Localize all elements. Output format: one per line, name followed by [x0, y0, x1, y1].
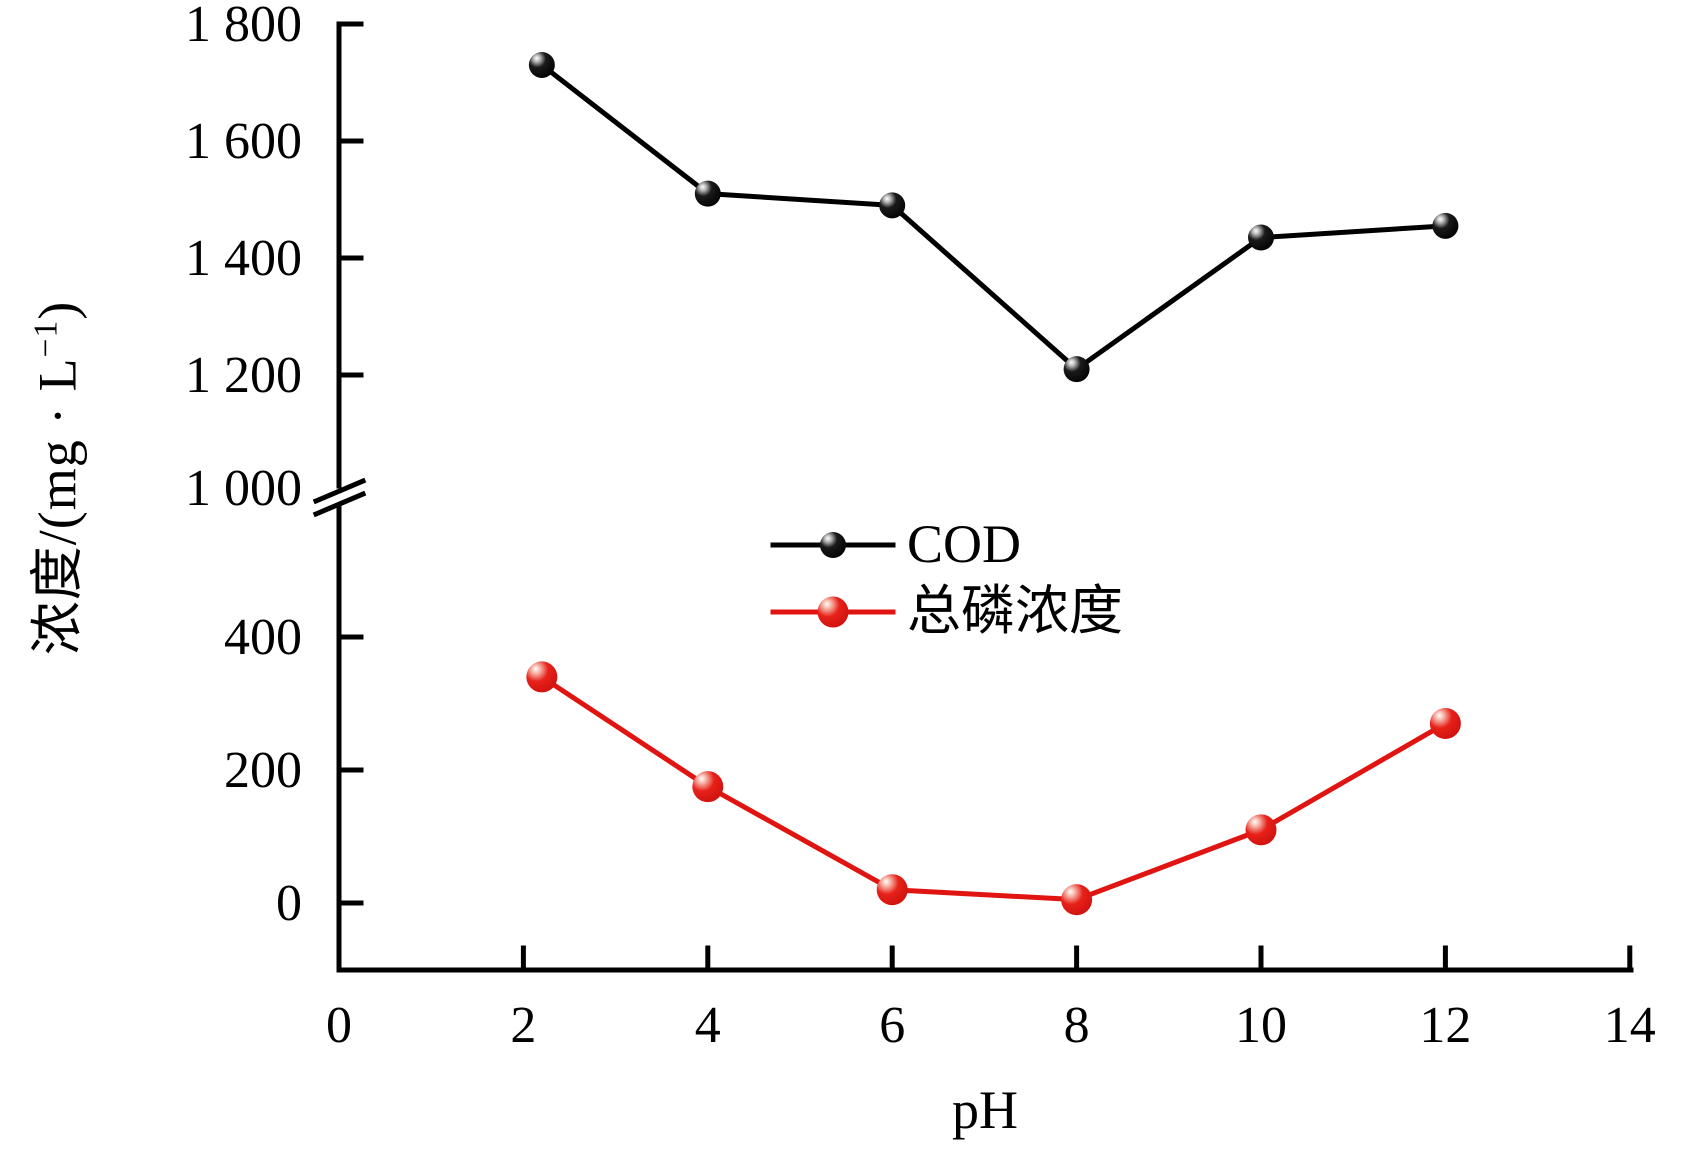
y-tick-label: 1 800	[185, 0, 302, 53]
axis-break-slash	[312, 477, 367, 505]
axis-break-slash	[312, 490, 367, 518]
x-axis-title: pH	[952, 1080, 1018, 1140]
series-line-1	[540, 674, 1447, 903]
y-tick-label: 0	[276, 875, 302, 932]
data-point-series-1	[876, 874, 908, 906]
x-tick-label: 12	[1419, 997, 1471, 1054]
data-point-series-1	[692, 771, 724, 803]
x-tick-label: 8	[1064, 997, 1090, 1054]
y-tick-label: 200	[224, 742, 302, 799]
y-tick-label: 1 000	[185, 460, 302, 517]
legend-label-1: 总磷浓度	[907, 581, 1123, 641]
x-tick-label: 4	[695, 997, 721, 1054]
data-point-series-0	[879, 192, 906, 219]
x-tick-label: 0	[326, 997, 352, 1054]
y-tick-label: 1 600	[185, 113, 302, 170]
legend-label-0: COD	[907, 514, 1021, 574]
data-point-series-0	[528, 51, 555, 78]
data-point-series-0	[1248, 224, 1274, 251]
data-point-series-0	[694, 180, 721, 207]
y-axis-title-base: 浓度/(mg · L	[27, 357, 88, 656]
y-axis-title: 浓度/(mg · L−1)	[13, 301, 92, 656]
x-tick-label: 6	[879, 997, 905, 1054]
series-line-0	[540, 62, 1446, 372]
data-point-series-1	[1429, 707, 1461, 739]
data-point-series-0	[1432, 212, 1459, 239]
y-tick-label: 1 400	[185, 230, 302, 287]
y-axis-title-close: )	[27, 300, 88, 320]
y-tick-label: 400	[224, 609, 302, 666]
data-point-series-1	[526, 661, 558, 693]
data-point-series-1	[1245, 814, 1277, 846]
legend-marker-1	[817, 596, 849, 628]
y-axis-title-sup: −1	[27, 319, 65, 358]
legend-marker-0	[820, 532, 846, 558]
x-tick-label: 14	[1604, 997, 1656, 1054]
data-point-series-0	[1063, 356, 1090, 383]
data-point-series-1	[1061, 884, 1093, 916]
x-tick-label: 2	[510, 997, 536, 1054]
y-tick-label: 1 200	[185, 347, 302, 404]
x-tick-label: 10	[1235, 997, 1287, 1054]
